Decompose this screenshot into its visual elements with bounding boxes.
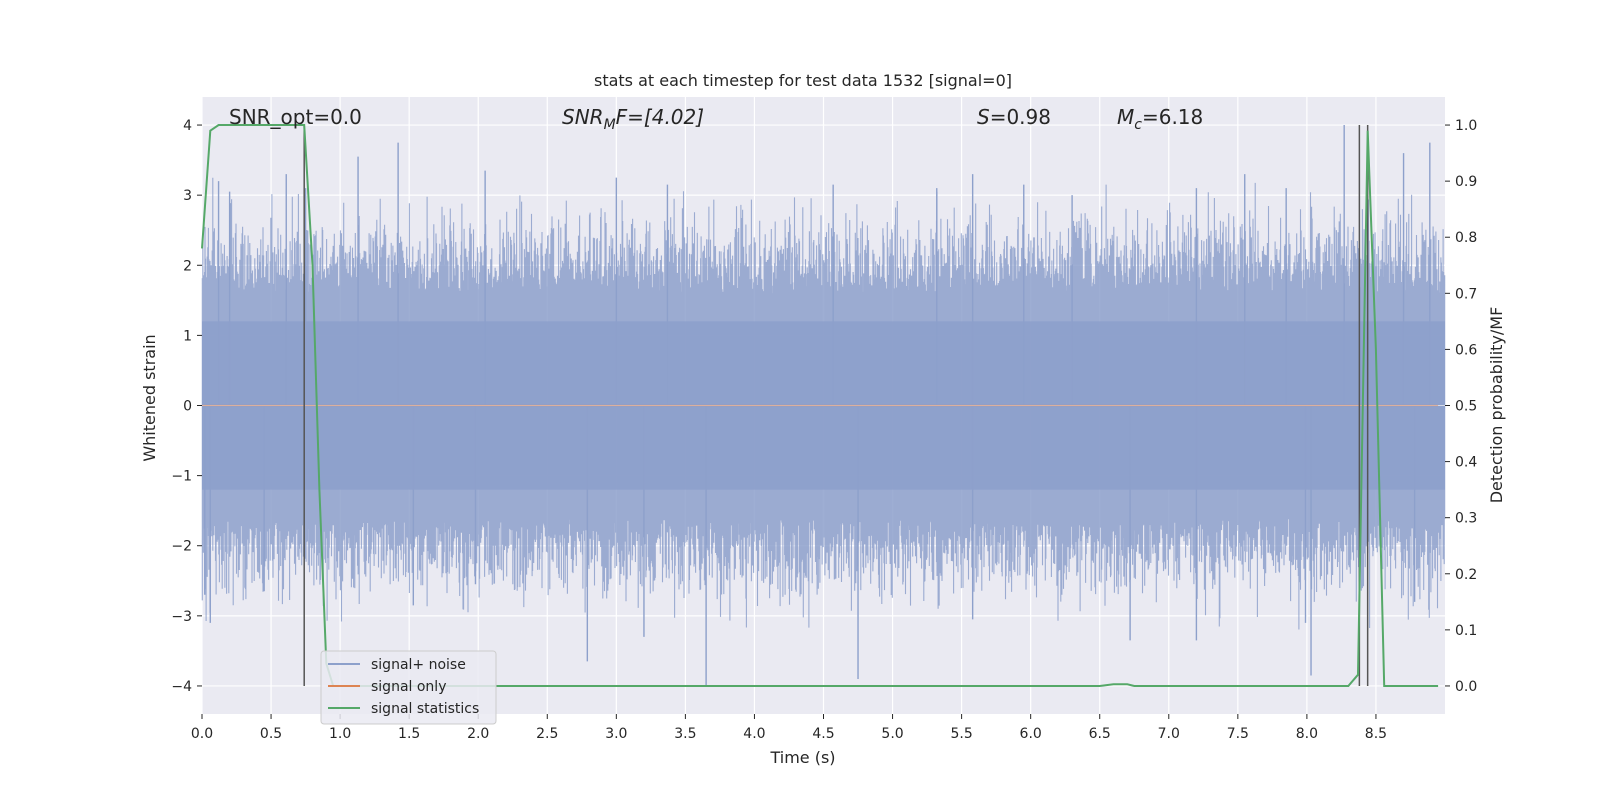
x-tick-label: 7.5: [1227, 726, 1249, 742]
y2-tick-label: 0.9: [1455, 174, 1477, 190]
x-tick-label: 4.0: [743, 726, 765, 742]
legend-box: [320, 650, 497, 725]
y2-tick-label: 0.1: [1455, 623, 1477, 639]
statistics-line: [201, 124, 1439, 687]
x-tick-label: 8.0: [1296, 726, 1318, 742]
annotation-snr-mf: SNRMF=[4.02]: [562, 105, 704, 133]
x-tick-label: 6.0: [1020, 726, 1042, 742]
legend-label-signal-only: signal only: [371, 679, 446, 695]
x-tick-label: 0.0: [191, 726, 213, 742]
y-tick-label: −1: [171, 469, 192, 485]
y2-tick-label: 0.5: [1455, 399, 1477, 415]
y-tick-label: −4: [171, 679, 192, 695]
y2-ticks: 0.0 0.1 0.2 0.3 0.4 0.5 0.6 0.7 0.8 0.9 1.0: [1445, 118, 1477, 695]
x-tick-label: 5.0: [881, 726, 903, 742]
y-axis-label: Whitened strain: [140, 334, 159, 461]
y-ticks: −4 −3 −2 −1 0 1 2 3 4: [171, 118, 202, 695]
annotation-snr-opt: SNR_opt=0.0: [229, 105, 362, 129]
y2-tick-label: 1.0: [1455, 118, 1477, 134]
y2-tick-label: 0.2: [1455, 567, 1477, 583]
legend: signal+ noise signal only signal statist…: [320, 650, 497, 725]
y-tick-label: 2: [183, 258, 192, 274]
y2-tick-label: 0.4: [1455, 455, 1477, 471]
annotation-mc: Mc=6.18: [1117, 105, 1203, 133]
y2-tick-label: 0.8: [1455, 230, 1477, 246]
y2-axis-label: Detection probability/MF: [1487, 307, 1506, 504]
y2-tick-label: 0.0: [1455, 679, 1477, 695]
x-tick-label: 2.0: [467, 726, 489, 742]
y-tick-label: −2: [171, 539, 192, 555]
y-tick-label: 4: [183, 118, 192, 134]
y-tick-label: 0: [183, 399, 192, 415]
x-ticks: 0.0 0.5 1.0 1.5 2.0 2.5 3.0 3.5 4.0 4.5 5.0 5.5 6.0 6…: [191, 714, 1387, 742]
x-tick-label: 7.0: [1158, 726, 1180, 742]
annotation-s: S=0.98: [977, 105, 1051, 129]
chart-title: stats at each timestep for test data 153…: [594, 71, 1012, 90]
x-tick-label: 1.0: [329, 726, 351, 742]
x-tick-label: 8.5: [1365, 726, 1387, 742]
x-tick-label: 3.0: [605, 726, 627, 742]
x-tick-label: 2.5: [536, 726, 558, 742]
noise-series: [201, 125, 1446, 686]
statistics-series: [201, 124, 1439, 687]
y2-tick-label: 0.3: [1455, 511, 1477, 527]
x-tick-label: 4.5: [812, 726, 834, 742]
x-axis-label: Time (s): [769, 748, 835, 767]
y2-tick-label: 0.7: [1455, 286, 1477, 302]
x-tick-label: 5.5: [950, 726, 972, 742]
legend-label-statistics: signal statistics: [371, 701, 479, 717]
x-tick-label: 0.5: [260, 726, 282, 742]
y2-tick-label: 0.6: [1455, 342, 1477, 358]
y-tick-label: 1: [183, 328, 192, 344]
y-tick-label: 3: [183, 188, 192, 204]
x-tick-label: 6.5: [1089, 726, 1111, 742]
x-tick-label: 1.5: [398, 726, 420, 742]
legend-label-noise: signal+ noise: [371, 657, 466, 673]
x-tick-label: 3.5: [674, 726, 696, 742]
y-tick-label: −3: [171, 609, 192, 625]
